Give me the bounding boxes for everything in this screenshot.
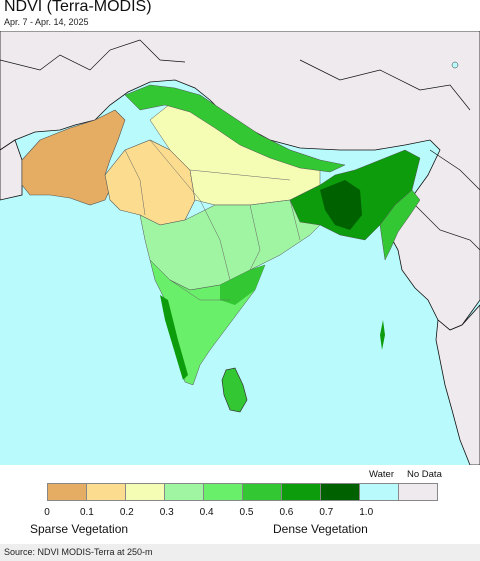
legend-swatch-0 bbox=[47, 483, 87, 501]
neighbor-borders bbox=[0, 39, 480, 251]
legend-swatch-4 bbox=[203, 483, 243, 501]
andaman-islands bbox=[380, 320, 385, 350]
legend-swatch-9 bbox=[398, 483, 438, 501]
map-svg bbox=[0, 31, 480, 465]
legend-swatch-2 bbox=[125, 483, 165, 501]
legend-tick-5: 0.5 bbox=[239, 507, 254, 518]
ndvi-map[interactable] bbox=[0, 31, 480, 465]
legend-nodata-label: No Data bbox=[407, 469, 442, 480]
source-text: Source: NDVI MODIS-Terra at 250-m bbox=[4, 547, 153, 557]
date-range: Apr. 7 - Apr. 14, 2025 bbox=[4, 17, 89, 27]
sri-lanka bbox=[221, 367, 248, 413]
legend-swatch-7 bbox=[320, 483, 360, 501]
legend-tick-6: 0.6 bbox=[279, 507, 294, 518]
legend-water-label: Water bbox=[369, 469, 394, 480]
myanmar-border-region bbox=[379, 189, 421, 261]
map-title: NDVI (Terra-MODIS) bbox=[4, 0, 152, 15]
legend-tick-8: 1.0 bbox=[359, 507, 374, 518]
himalaya-band bbox=[124, 84, 346, 173]
eastern-ghats bbox=[220, 265, 265, 305]
legend-swatch-6 bbox=[281, 483, 321, 501]
bangladesh-darkest bbox=[320, 180, 362, 230]
western-ghats bbox=[160, 295, 188, 380]
legend-tick-1: 0.1 bbox=[79, 507, 94, 518]
legend-swatch-5 bbox=[242, 483, 282, 501]
legend-tick-7: 0.7 bbox=[319, 507, 334, 518]
legend-tick-4: 0.4 bbox=[199, 507, 214, 518]
legend-tick-3: 0.3 bbox=[159, 507, 174, 518]
legend-tick-2: 0.2 bbox=[119, 507, 134, 518]
thar-region bbox=[104, 139, 196, 226]
legend-colorbar bbox=[47, 483, 438, 501]
legend-swatch-1 bbox=[86, 483, 126, 501]
sparse-caption: Sparse Vegetation bbox=[30, 522, 129, 536]
legend-swatch-8 bbox=[359, 483, 399, 501]
state-boundaries bbox=[124, 139, 301, 301]
legend-tick-0: 0 bbox=[44, 507, 50, 518]
nodata-land-southeast bbox=[435, 304, 480, 465]
lake bbox=[451, 61, 459, 69]
legend-swatch-3 bbox=[164, 483, 204, 501]
dense-caption: Dense Vegetation bbox=[273, 522, 368, 536]
footer-bar: Source: NDVI MODIS-Terra at 250-m bbox=[0, 544, 480, 561]
